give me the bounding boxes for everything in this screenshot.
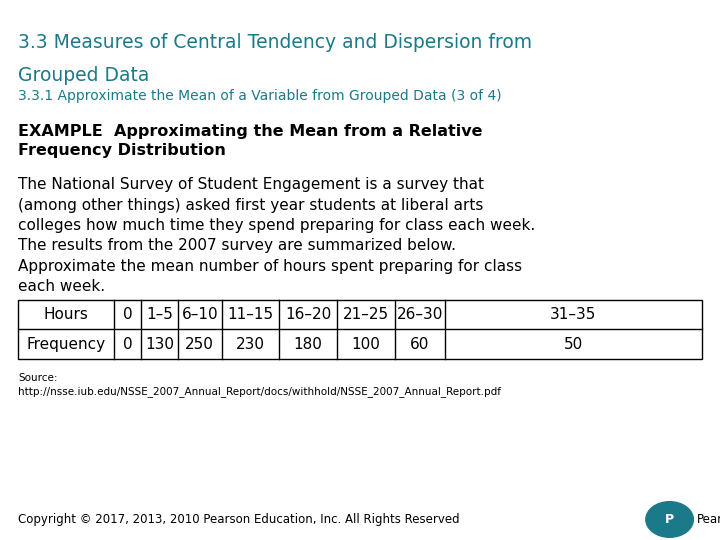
Text: EXAMPLE  Approximating the Mean from a Relative
Frequency Distribution: EXAMPLE Approximating the Mean from a Re… [18, 124, 482, 158]
Text: Pearson: Pearson [697, 513, 720, 526]
Text: 6–10: 6–10 [181, 307, 218, 322]
Text: 0: 0 [122, 337, 132, 352]
Text: The National Survey of Student Engagement is a survey that
(among other things) : The National Survey of Student Engagemen… [18, 177, 535, 294]
Text: 180: 180 [294, 337, 323, 352]
Text: 230: 230 [236, 337, 265, 352]
Text: P: P [665, 513, 674, 526]
Text: 60: 60 [410, 337, 429, 352]
Text: 100: 100 [351, 337, 380, 352]
Text: Hours: Hours [43, 307, 89, 322]
Text: 31–35: 31–35 [550, 307, 597, 322]
Text: 50: 50 [564, 337, 583, 352]
Text: Copyright © 2017, 2013, 2010 Pearson Education, Inc. All Rights Reserved: Copyright © 2017, 2013, 2010 Pearson Edu… [18, 513, 459, 526]
Text: Grouped Data: Grouped Data [18, 66, 149, 85]
Text: 26–30: 26–30 [397, 307, 443, 322]
Text: 250: 250 [185, 337, 215, 352]
Text: 16–20: 16–20 [285, 307, 331, 322]
Text: 1–5: 1–5 [146, 307, 173, 322]
Text: Frequency: Frequency [27, 337, 105, 352]
Text: 3.3.1 Approximate the Mean of a Variable from Grouped Data (3 of 4): 3.3.1 Approximate the Mean of a Variable… [18, 89, 502, 103]
Text: Source:
http://nsse.iub.edu/NSSE_2007_Annual_Report/docs/withhold/NSSE_2007_Annu: Source: http://nsse.iub.edu/NSSE_2007_An… [18, 373, 501, 397]
Text: 0: 0 [122, 307, 132, 322]
Text: 21–25: 21–25 [343, 307, 389, 322]
Text: 11–15: 11–15 [228, 307, 274, 322]
Text: 130: 130 [145, 337, 174, 352]
Text: 3.3 Measures of Central Tendency and Dispersion from: 3.3 Measures of Central Tendency and Dis… [18, 33, 532, 52]
